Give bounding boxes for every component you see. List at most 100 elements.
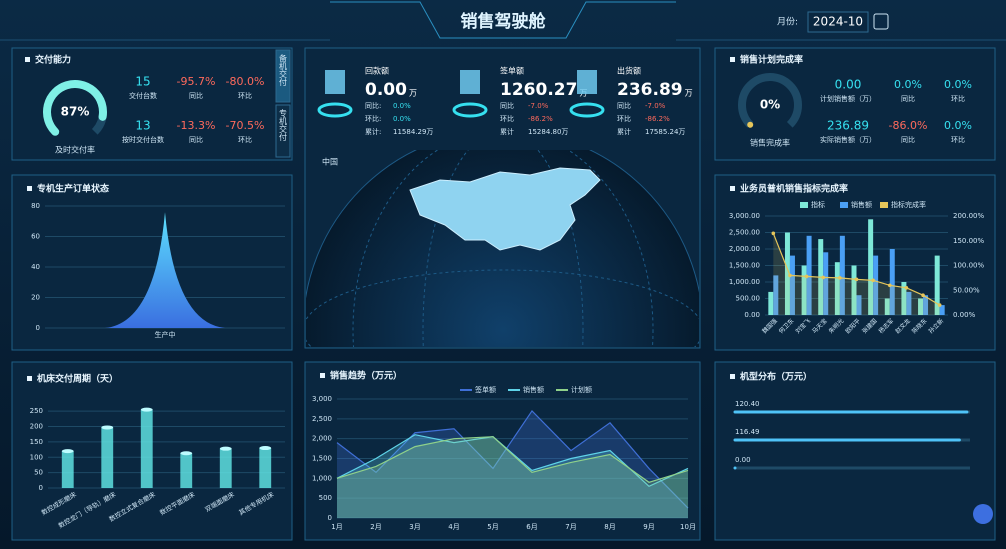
month-box[interactable] [807, 11, 869, 33]
side-tab-label[interactable]: 备机交付 [279, 53, 288, 87]
gauge-track [738, 73, 802, 128]
line-point [788, 273, 792, 278]
bar [934, 255, 940, 315]
month-value[interactable]: 2024-10 [813, 15, 863, 29]
value-label: 116.49 [735, 428, 760, 436]
side-tab[interactable] [275, 49, 291, 103]
y-tick-label: 2,500.00 [729, 229, 760, 237]
x-tick-label: 4月 [448, 523, 459, 531]
y-tick-label: 0 [36, 324, 40, 332]
title-icon [730, 57, 735, 62]
line-point [771, 231, 776, 236]
header-frame [330, 1, 676, 39]
globe-grid [352, 150, 654, 347]
legend-label: 指标完成率 [891, 200, 926, 209]
kpi-icon [569, 102, 605, 118]
x-tick-label: 7月 [565, 523, 576, 531]
kpi-yoy: -7.0% [528, 102, 549, 110]
bar [839, 235, 845, 315]
stat-mom: -80.0% [226, 75, 265, 88]
y-tick-label: 1,500 [312, 455, 332, 463]
bar [259, 448, 272, 488]
stat-mom: -70.5% [226, 119, 265, 132]
y-tick-label: 40 [31, 263, 40, 271]
title-icon [27, 376, 32, 381]
stat-value: 15 [135, 75, 150, 89]
stat-yoy: -95.7% [177, 75, 216, 88]
value-label: 120.40 [735, 400, 760, 408]
stat-value: 0.00 [835, 78, 862, 92]
bar [889, 249, 895, 315]
line-point [821, 275, 826, 280]
x-tick-label: 3月 [409, 523, 420, 531]
bar [789, 255, 795, 315]
bar [856, 295, 862, 315]
kpi-total: 15284.80万 [528, 128, 568, 136]
bar [768, 291, 774, 315]
x-tick-label: 9月 [643, 523, 654, 531]
y-tick-label: 200.00% [953, 212, 984, 220]
map-label: 中国 [322, 157, 338, 167]
y-tick-label: 2,500 [312, 415, 332, 423]
bar-cap [259, 446, 272, 451]
kpi-total-label: 累计 [500, 127, 514, 136]
kpi-yoy-label: 同比 [617, 101, 631, 110]
kpi-name: 签单额 [500, 66, 524, 76]
y-tick-label: 1,000.00 [729, 278, 760, 286]
kpi-icon [577, 70, 597, 94]
x-tick-label: 10月 [680, 523, 696, 531]
line-point [887, 283, 892, 288]
stat-yoy: -86.0% [889, 119, 928, 132]
bar-cap [140, 407, 153, 412]
stat-label: 同比 [189, 135, 203, 144]
stat-mom: 0.0% [944, 119, 972, 132]
page-title: 销售驾驶舱 [461, 11, 547, 32]
y-tick-label: 0 [39, 484, 43, 492]
title-icon [730, 186, 735, 191]
stat-label: 交付台数 [129, 91, 157, 100]
y-tick-label: 2,000.00 [729, 245, 760, 253]
y-tick-label: 100 [30, 453, 43, 461]
line [336, 436, 689, 483]
value-label: 0.00 [735, 456, 751, 464]
y-tick-label: 250 [30, 407, 43, 415]
side-tab[interactable] [275, 104, 291, 158]
y-tick-label: 0.00% [953, 311, 976, 319]
kpi-mom: -86.2% [528, 115, 553, 123]
line-point [838, 276, 842, 280]
kpi-yoy-label: 同比: [365, 101, 381, 110]
kpi-mom-label: 环比 [500, 114, 514, 123]
bar [801, 265, 807, 315]
bar-cap [101, 425, 114, 430]
float-button[interactable] [973, 504, 993, 524]
y-tick-label: 0.00 [744, 311, 760, 319]
y-tick-label: 1,000 [312, 474, 332, 482]
panel [11, 47, 293, 161]
calendar-icon[interactable] [873, 13, 889, 30]
stat-yoy: 0.0% [894, 78, 922, 91]
y-tick-label: 200 [30, 423, 43, 431]
title-icon [25, 57, 30, 62]
kpi-unit: 万 [685, 89, 693, 98]
legend-label: 计划额 [571, 385, 592, 394]
bar [884, 298, 890, 315]
side-tab-label[interactable]: 专机交付 [279, 108, 288, 142]
bar [851, 265, 857, 315]
title-icon [320, 373, 325, 378]
gauge-caption: 及时交付率 [55, 145, 95, 155]
bar [806, 235, 812, 315]
legend-label: 签单额 [475, 385, 496, 394]
legend-label: 销售额 [851, 200, 872, 209]
kpi-value: 236.89 [617, 80, 683, 100]
kpi-yoy: 0.0% [393, 102, 411, 110]
bar [939, 305, 945, 315]
x-tick-label: 2月 [370, 523, 381, 531]
globe-grid [422, 150, 584, 347]
stat-label: 环比 [951, 135, 965, 144]
stat-label: 实际销售额（万） [820, 135, 876, 144]
kpi-yoy: -7.0% [645, 102, 666, 110]
legend-swatch [800, 202, 808, 208]
month-label: 月份: [777, 16, 798, 28]
kpi-mom: 0.0% [393, 115, 411, 123]
